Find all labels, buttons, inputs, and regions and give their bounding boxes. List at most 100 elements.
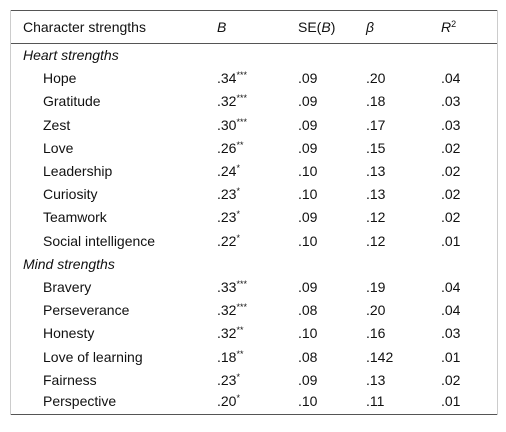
significance: *	[236, 232, 240, 243]
se-value: .10	[298, 392, 318, 409]
strength-name: Perspective	[43, 392, 117, 409]
b-cell: .23*	[217, 368, 298, 391]
b-value: .24	[217, 163, 237, 180]
b-cell: .20*	[217, 391, 298, 414]
beta-value: .15	[366, 139, 386, 156]
strength-name: Zest	[43, 116, 71, 133]
data-row: Teamwork .23* .09.12.02	[11, 206, 497, 229]
r2-value: .02	[441, 163, 461, 180]
b-value: .23	[217, 371, 237, 388]
b-cell: .23*	[217, 183, 298, 206]
header-text: R	[441, 19, 452, 35]
b-value: .34	[217, 70, 237, 87]
r2-value: .03	[441, 93, 461, 110]
data-row: Honesty .32** .10.16.03	[11, 322, 497, 345]
b-value: .23	[217, 186, 237, 203]
strength-name: Teamwork	[43, 209, 107, 226]
beta-value: .13	[366, 186, 386, 203]
b-value: .20	[217, 392, 237, 409]
significance: ***	[236, 116, 247, 127]
data-row: Bravery .33*** .09.19.04	[11, 275, 497, 298]
data-row: Fairness .23* .09.13.02	[11, 368, 497, 391]
header-text: 2	[451, 19, 457, 29]
significance: *	[236, 371, 240, 382]
beta-value: .20	[366, 70, 386, 87]
strength-name: Love of learning	[43, 348, 143, 365]
strength-name: Curiosity	[43, 186, 98, 203]
header-text: B	[217, 19, 227, 35]
strength-name: Hope	[43, 70, 77, 87]
r2-value: .02	[441, 371, 461, 388]
significance: **	[236, 325, 244, 336]
data-row: Hope .34*** .09.20.04	[11, 67, 497, 90]
se-value: .10	[298, 186, 318, 203]
r2-value: .01	[441, 392, 461, 409]
r2-value: .04	[441, 302, 461, 319]
table-frame: Character strengths B SE(B) β R2 Heart s…	[10, 10, 498, 415]
b-cell: .33***	[217, 275, 298, 298]
se-value: .09	[298, 278, 318, 295]
significance: ***	[236, 278, 247, 289]
significance: *	[236, 186, 240, 197]
r2-value: .04	[441, 278, 461, 295]
table-body: Heart strengths Hope .34*** .09.20.04 Gratit…	[11, 44, 497, 415]
r2-value: .02	[441, 186, 461, 203]
header-text: β	[366, 19, 374, 35]
group-title: Mind strengths	[23, 255, 115, 272]
header-text: SE(	[298, 19, 322, 35]
se-value: .09	[298, 139, 318, 156]
data-row: Leadership .24* .10.13.02	[11, 159, 497, 182]
significance: *	[236, 392, 240, 403]
b-cell: .32**	[217, 322, 298, 345]
se-value: .09	[298, 70, 318, 87]
b-cell: .23*	[217, 206, 298, 229]
data-row: Social intelligence .22* .10.12.01	[11, 229, 497, 252]
r2-value: .03	[441, 325, 461, 342]
b-cell: .22*	[217, 229, 298, 252]
strength-name: Fairness	[43, 371, 97, 388]
strength-name: Love	[43, 139, 74, 156]
beta-value: .16	[366, 325, 386, 342]
b-value: .18	[217, 348, 237, 365]
strength-name: Honesty	[43, 325, 95, 342]
b-value: .22	[217, 232, 237, 249]
b-value: .30	[217, 116, 237, 133]
r2-value: .01	[441, 348, 461, 365]
significance: **	[236, 348, 244, 359]
significance: ***	[236, 302, 247, 313]
table-header: Character strengths B SE(B) β R2	[11, 10, 497, 44]
data-row: Love of learning .18** .08.142.01	[11, 345, 497, 368]
data-row: Zest .30*** .09.17.03	[11, 113, 497, 136]
significance: *	[236, 163, 240, 174]
significance: ***	[236, 70, 247, 81]
beta-value: .12	[366, 209, 386, 226]
significance: **	[236, 139, 244, 150]
header-cell: Character strengths	[23, 19, 146, 35]
strength-name: Leadership	[43, 163, 113, 180]
strength-name: Bravery	[43, 278, 92, 295]
se-value: .09	[298, 93, 318, 110]
r2-value: .02	[441, 139, 461, 156]
r2-value: .02	[441, 209, 461, 226]
beta-value: .12	[366, 232, 386, 249]
header-cell: R2	[441, 11, 497, 44]
strength-name: Perseverance	[43, 302, 130, 319]
r2-value: .03	[441, 116, 461, 133]
b-value: .23	[217, 209, 237, 226]
header-text: )	[330, 19, 336, 35]
b-cell: .34***	[217, 67, 298, 90]
data-row: Love .26** .09 .15 .02	[11, 136, 497, 159]
r2-value: .04	[441, 70, 461, 87]
b-cell: .26**	[217, 136, 298, 159]
b-cell: .18**	[217, 345, 298, 368]
data-row: Perseverance .32*** .08.20.04	[11, 299, 497, 322]
beta-value: .11	[366, 392, 385, 409]
table: Character strengths B SE(B) β R2 Heart s…	[11, 10, 497, 415]
beta-value: .13	[366, 371, 386, 388]
beta-value: .20	[366, 302, 386, 319]
r2-value: .01	[441, 232, 461, 249]
b-cell: .24*	[217, 159, 298, 182]
b-value: .32	[217, 302, 237, 319]
beta-value: .142	[366, 348, 394, 365]
